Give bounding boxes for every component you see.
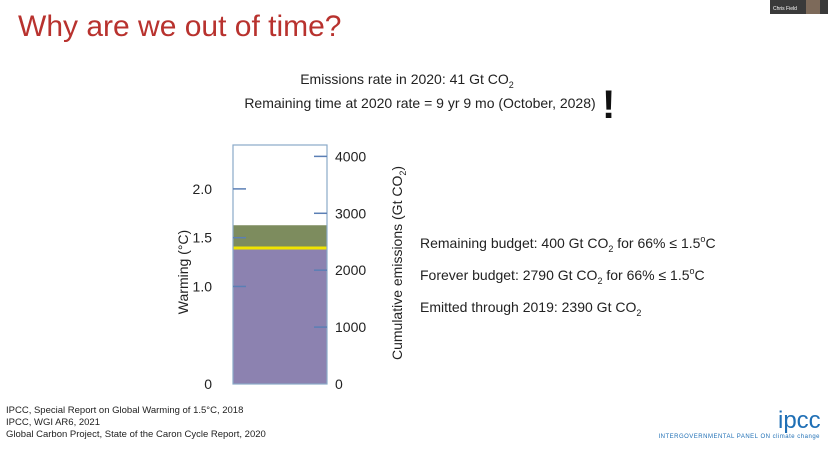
y-axis-title-run: ) <box>389 166 405 171</box>
budget-line-run: 2 <box>608 244 613 254</box>
budget-line-run: Remaining budget: 400 Gt CO <box>420 235 608 251</box>
reference: Global Carbon Project, State of the Caro… <box>6 429 266 440</box>
budget-line-run: C <box>705 235 715 251</box>
y2-axis-title: Warming (°C) <box>175 230 191 314</box>
y-axis-title-run: Cumulative emissions (Gt CO <box>389 176 405 360</box>
y-axis-title-run: 2 <box>398 171 408 176</box>
budget-line: Forever budget: 2790 Gt CO2 for 66% ≤ 1.… <box>420 266 705 286</box>
budget-line-run: Forever budget: 2790 Gt CO <box>420 267 598 283</box>
y2-tick-label: 1.0 <box>193 278 213 294</box>
webcam-name: Chris Field <box>773 6 797 12</box>
y2-tick-label: 1.5 <box>193 230 213 246</box>
logo-caption: INTERGOVERNMENTAL PANEL ON climate chang… <box>658 434 820 440</box>
y2-axis-title-run: Warming (°C) <box>175 230 191 314</box>
y-tick-label: 2000 <box>335 262 366 278</box>
y-tick-label: 3000 <box>335 205 366 221</box>
y2-tick-label: 0 <box>204 376 212 392</box>
reference: IPCC, Special Report on Global Warming o… <box>6 405 243 416</box>
headline-line-run: Remaining time at 2020 rate = 9 yr 9 mo … <box>244 95 595 111</box>
exclamation: ! <box>602 83 615 127</box>
budget-line-run: 2 <box>636 308 641 318</box>
y-tick-label: 4000 <box>335 148 366 164</box>
column-segment <box>233 247 327 384</box>
headline-line-run: 2 <box>509 80 514 90</box>
y-tick-label: 0 <box>335 376 343 392</box>
y-axis-title: Cumulative emissions (Gt CO2) <box>389 166 408 360</box>
headline-line-run: Emissions rate in 2020: 41 Gt CO <box>300 71 509 87</box>
budget-line-run: for 66% ≤ 1.5 <box>613 235 700 251</box>
y-tick-label: 1000 <box>335 319 366 335</box>
budget-line-run: Emitted through 2019: 2390 Gt CO <box>420 299 636 315</box>
slide-title: Why are we out of time? <box>18 10 341 43</box>
budget-line-run: o <box>700 234 705 244</box>
logo: ipcc <box>778 407 821 434</box>
reference: IPCC, WGI AR6, 2021 <box>6 417 100 428</box>
budget-line-run: for 66% ≤ 1.5 <box>602 267 689 283</box>
budget-line: Emitted through 2019: 2390 Gt CO2 <box>420 299 641 318</box>
budget-line-run: C <box>695 267 705 283</box>
headline-line: Remaining time at 2020 rate = 9 yr 9 mo … <box>244 95 595 111</box>
budget-line-run: o <box>690 266 695 276</box>
headline-line: Emissions rate in 2020: 41 Gt CO2 <box>300 71 514 90</box>
budget-line: Remaining budget: 400 Gt CO2 for 66% ≤ 1… <box>420 234 716 254</box>
webcam-person <box>806 0 820 14</box>
y2-tick-label: 2.0 <box>193 181 213 197</box>
column-frame <box>232 144 328 385</box>
column-segment <box>233 225 327 248</box>
budget-line-run: 2 <box>597 276 602 286</box>
